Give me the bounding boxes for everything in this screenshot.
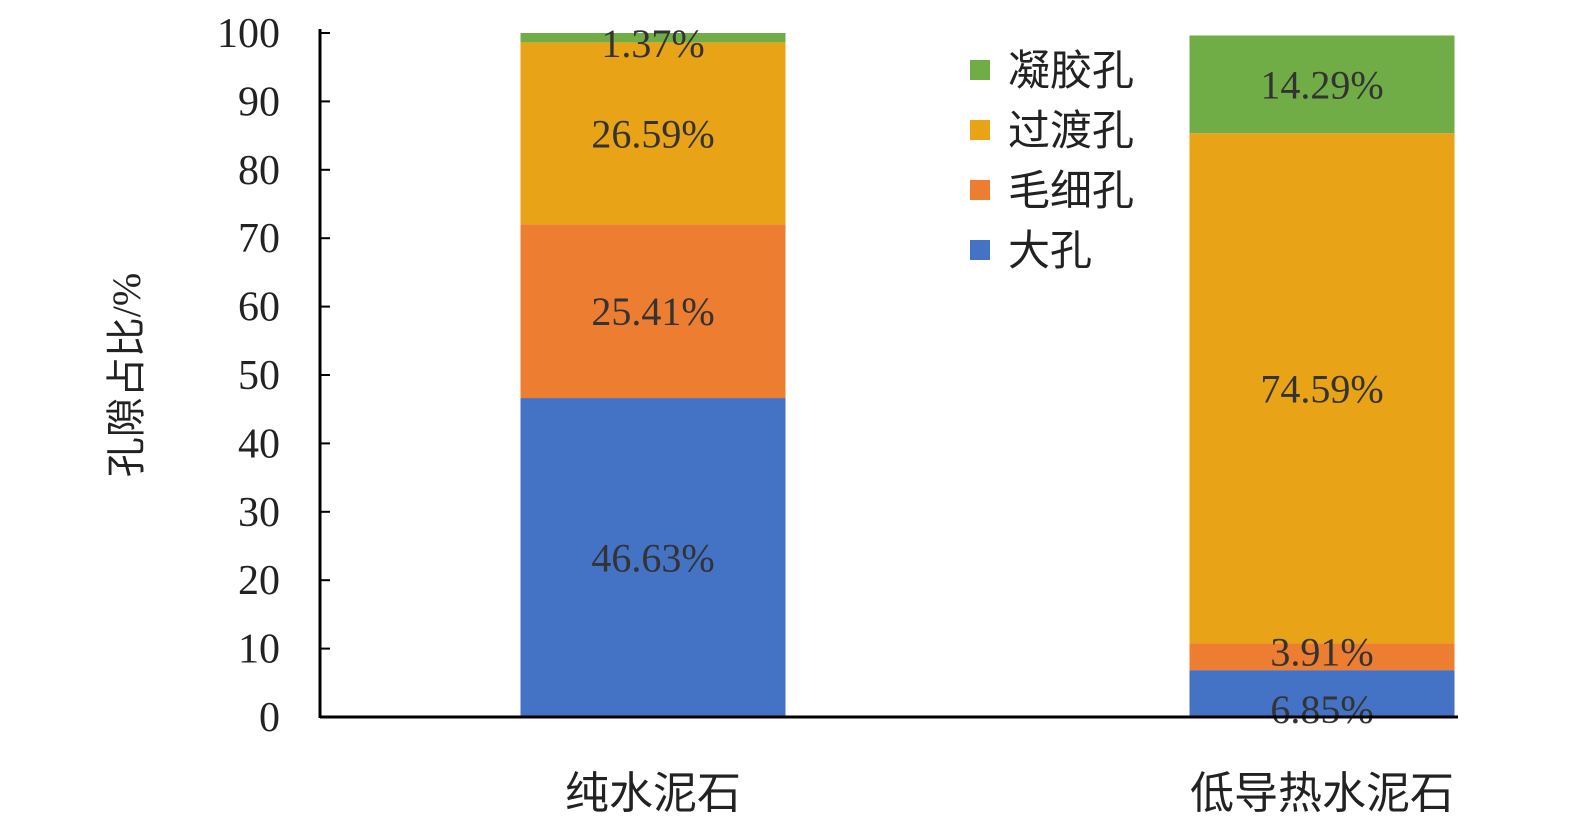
bar-segment-0-3 — [520, 33, 786, 43]
y-tick-label-2: 20 — [238, 558, 280, 604]
y-tick-label-0: 0 — [259, 695, 280, 741]
y-tick-label-9: 90 — [238, 79, 280, 125]
data-label-0-2: 26.59% — [591, 111, 714, 156]
data-label-1-0: 6.85% — [1270, 687, 1373, 732]
data-label-1-1: 3.91% — [1270, 629, 1373, 674]
axes-layer: 0 10 20 30 40 50 60 70 80 90 100 纯水泥石 低导热水泥石 — [217, 11, 1458, 818]
legend-swatch-0 — [970, 60, 990, 80]
y-tick-label-10: 100 — [217, 11, 280, 57]
data-label-0-0: 46.63% — [591, 536, 714, 581]
y-tick-label-5: 50 — [238, 353, 280, 399]
y-tick-label-7: 70 — [238, 216, 280, 262]
bar-segment-0-0 — [520, 398, 786, 717]
y-tick-label-3: 30 — [238, 490, 280, 536]
legend-swatch-2 — [970, 180, 990, 200]
y-tick-label-1: 10 — [238, 627, 280, 673]
bar-segment-0-2 — [520, 42, 786, 225]
bar-segment-1-3 — [1189, 35, 1455, 134]
legend-label-3: 大孔 — [1008, 229, 1092, 275]
bar-segment-1-0 — [1189, 670, 1455, 717]
data-labels-layer: 46.63% 25.41% 26.59% 1.37% 6.85% 3.91% 74.59% 1… — [591, 21, 1383, 732]
bar-segment-1-1 — [1189, 643, 1455, 671]
bars-layer — [520, 33, 1455, 717]
x-category-label-0: 纯水泥石 — [565, 769, 741, 818]
bar-segment-0-1 — [520, 224, 786, 399]
bar-segment-1-2 — [1189, 133, 1455, 644]
legend-label-2: 毛细孔 — [1008, 169, 1134, 215]
y-tick-label-8: 80 — [238, 148, 280, 194]
legend-label-0: 凝胶孔 — [1008, 48, 1134, 95]
y-tick-label-4: 40 — [238, 421, 280, 467]
data-label-0-1: 25.41% — [591, 289, 714, 334]
legend-swatch-1 — [970, 120, 990, 140]
data-label-1-2: 74.59% — [1260, 366, 1383, 411]
legend-swatch-3 — [970, 240, 990, 260]
data-label-0-3: 1.37% — [601, 21, 704, 66]
y-axis-label: 孔隙占比/% — [104, 273, 149, 477]
legend-label-1: 过渡孔 — [1008, 108, 1134, 155]
x-category-label-1: 低导热水泥石 — [1190, 769, 1454, 818]
data-label-1-3: 14.29% — [1260, 62, 1383, 107]
y-tick-label-6: 60 — [238, 285, 280, 331]
